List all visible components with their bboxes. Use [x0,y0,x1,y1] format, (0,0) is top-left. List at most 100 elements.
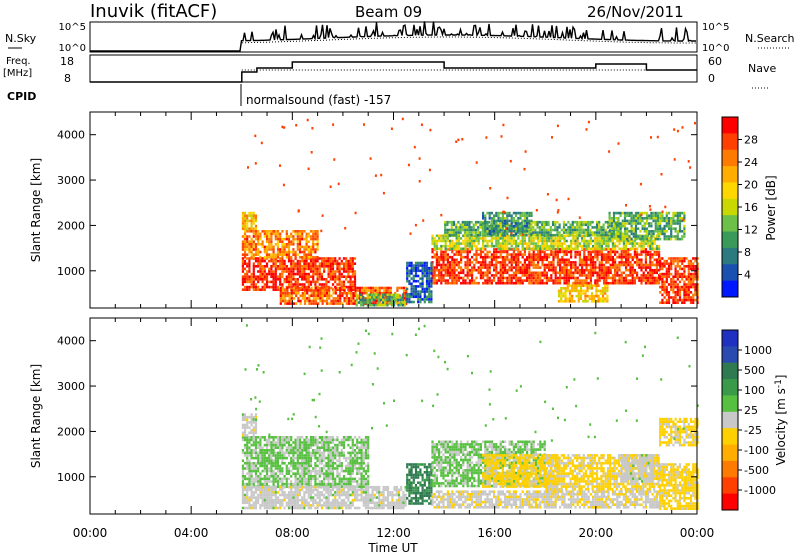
xtick-label-2: 08:00 [275,526,310,540]
power-colorbar-swatch-9 [722,264,738,282]
velocity-colorbar-swatch-4 [722,395,738,413]
power-echo-block-8 [659,257,699,304]
velocity-colorbar-swatch-9 [722,477,738,495]
velocity-echo-block-1 [241,413,258,437]
power-echo-block-12 [557,284,609,303]
velocity-colorbar-tick-3: 25 [744,404,758,417]
power-colorbar-swatch-4 [722,182,738,200]
nave-tick-bottom: 0 [708,72,715,85]
power-echo-block-7 [444,220,623,237]
velocity-colorbar-tick-1: 500 [744,364,765,377]
velocity-ytick-label-0: 4000 [57,335,85,348]
nsearch-tick-top: 10^5 [702,22,729,33]
freq-strip: Freq. [MHz] 18 8 60 0 Nave [3,54,776,89]
power-ytick-label-3: 1000 [57,265,85,278]
velocity-colorbar-tick-5: -100 [744,444,769,457]
velocity-colorbar-swatch-7 [722,444,738,462]
cpid-label: CPID [7,90,36,103]
velocity-colorbar-swatch-3 [722,379,738,396]
power-colorbar-swatch-5 [722,198,738,216]
power-colorbar-swatch-10 [722,280,738,298]
power-echo-block-10 [482,211,533,236]
power-colorbar-tick-0: 28 [744,134,758,147]
velocity-echo-block-0 [241,436,370,488]
xtick-label-3: 12:00 [376,526,411,540]
power-colorbar-swatch-3 [722,166,738,183]
velocity-colorbar-swatch-0 [722,330,738,347]
power-echo-block-2 [241,211,258,230]
power-ytick-label-1: 3000 [57,174,85,187]
velocity-colorbar-swatch-5 [722,411,738,429]
power-colorbar-label: Power [dB] [764,175,778,240]
nsky-tick-top: 10^5 [59,22,86,33]
power-colorbar-swatch-1 [722,133,738,151]
velocity-echo-block-7 [621,454,655,483]
velocity-colorbar-swatch-8 [722,460,738,478]
cpid-row: CPID normalsound (fast) -157 [7,84,391,107]
power-colorbar: 28 24 20 16 12 8 4 Power [dB] [721,116,778,298]
velocity-colorbar-tick-7: -1000 [744,484,776,497]
velocity-colorbar-tick-4: -25 [744,424,762,437]
velocity-echo-block-6 [545,454,660,491]
power-echo-block-1 [241,230,319,259]
velocity-colorbar-tick-6: -500 [744,464,769,477]
xtick-label-6: 00:00 [680,526,715,540]
power-colorbar-tick-3: 16 [744,201,758,214]
power-echo-block-5 [431,248,661,285]
power-colorbar-tick-1: 24 [744,156,758,169]
velocity-colorbar-tick-0: 1000 [744,344,772,357]
xtick-label-0: 00:00 [73,526,108,540]
station-title: Inuvik (fitACF) [90,1,217,22]
power-ylabel: Slant Range [km] [29,158,43,262]
xtick-label-4: 16:00 [477,526,512,540]
power-colorbar-tick-4: 12 [744,224,758,237]
velocity-colorbar-swatch-6 [722,428,738,446]
velocity-colorbar: 1000 500 100 25 -25 -100 -500 -1000 Velocity [m… [721,329,788,511]
power-panel: 4000 3000 2000 1000 Slant Range [km] [29,111,699,309]
nsearch-label: N.Search [745,32,795,45]
nave-label: Nave [748,62,776,75]
velocity-echo-block-8 [659,463,699,510]
power-colorbar-tick-5: 8 [744,246,751,259]
velocity-ylabel: Slant Range [km] [29,364,43,468]
velocity-panel: 4000 3000 2000 1000 00:00 04:00 08:00 12:00 16:0… [29,317,715,554]
nave-tick-top: 60 [708,55,722,68]
xtick-label-5: 20:00 [579,526,614,540]
cpid-program: normalsound (fast) -157 [246,93,391,107]
power-colorbar-tick-6: 4 [744,269,751,282]
power-colorbar-tick-2: 20 [744,179,758,192]
power-colorbar-swatch-8 [722,247,738,265]
power-colorbar-swatch-6 [722,215,738,233]
power-ytick-label-2: 2000 [57,219,85,232]
velocity-echo-block-3 [406,463,433,505]
freq-unit: [MHz] [3,68,32,79]
velocity-ytick-label-3: 1000 [57,471,85,484]
freq-tick-bottom: 8 [64,72,71,85]
velocity-colorbar-swatch-1 [722,346,738,364]
velocity-colorbar-swatch-10 [722,493,738,511]
velocity-ytick-label-2: 2000 [57,425,85,438]
xtick-label-1: 04:00 [174,526,209,540]
power-echo-block-0 [241,257,357,291]
nsky-tick-bottom: 10^0 [59,43,86,54]
nsky-strip: N.Sky 10^5 10^0 10^5 10^0 N.Search [5,21,795,54]
freq-label: Freq. [6,56,31,67]
velocity-echo-block-10 [659,417,699,447]
date-title: 26/Nov/2011 [587,3,684,21]
time-xlabel: Time UT [367,541,418,554]
velocity-colorbar-tick-2: 100 [744,384,765,397]
power-echo-block-9 [406,261,433,304]
power-colorbar-swatch-0 [722,117,738,134]
velocity-ytick-label-1: 3000 [57,380,85,393]
nsky-label: N.Sky [5,32,37,45]
velocity-echo-block-9 [431,490,661,509]
beam-title: Beam 09 [355,3,422,21]
velocity-echo-block-2 [241,485,407,510]
power-echo-block-6 [431,234,661,251]
power-echo-block-11 [608,211,686,241]
velocity-colorbar-swatch-2 [722,362,738,380]
velocity-colorbar-label: Velocity [m s-1] [774,375,788,466]
power-ytick-label-0: 4000 [57,129,85,142]
nsky-series-line [90,21,696,52]
